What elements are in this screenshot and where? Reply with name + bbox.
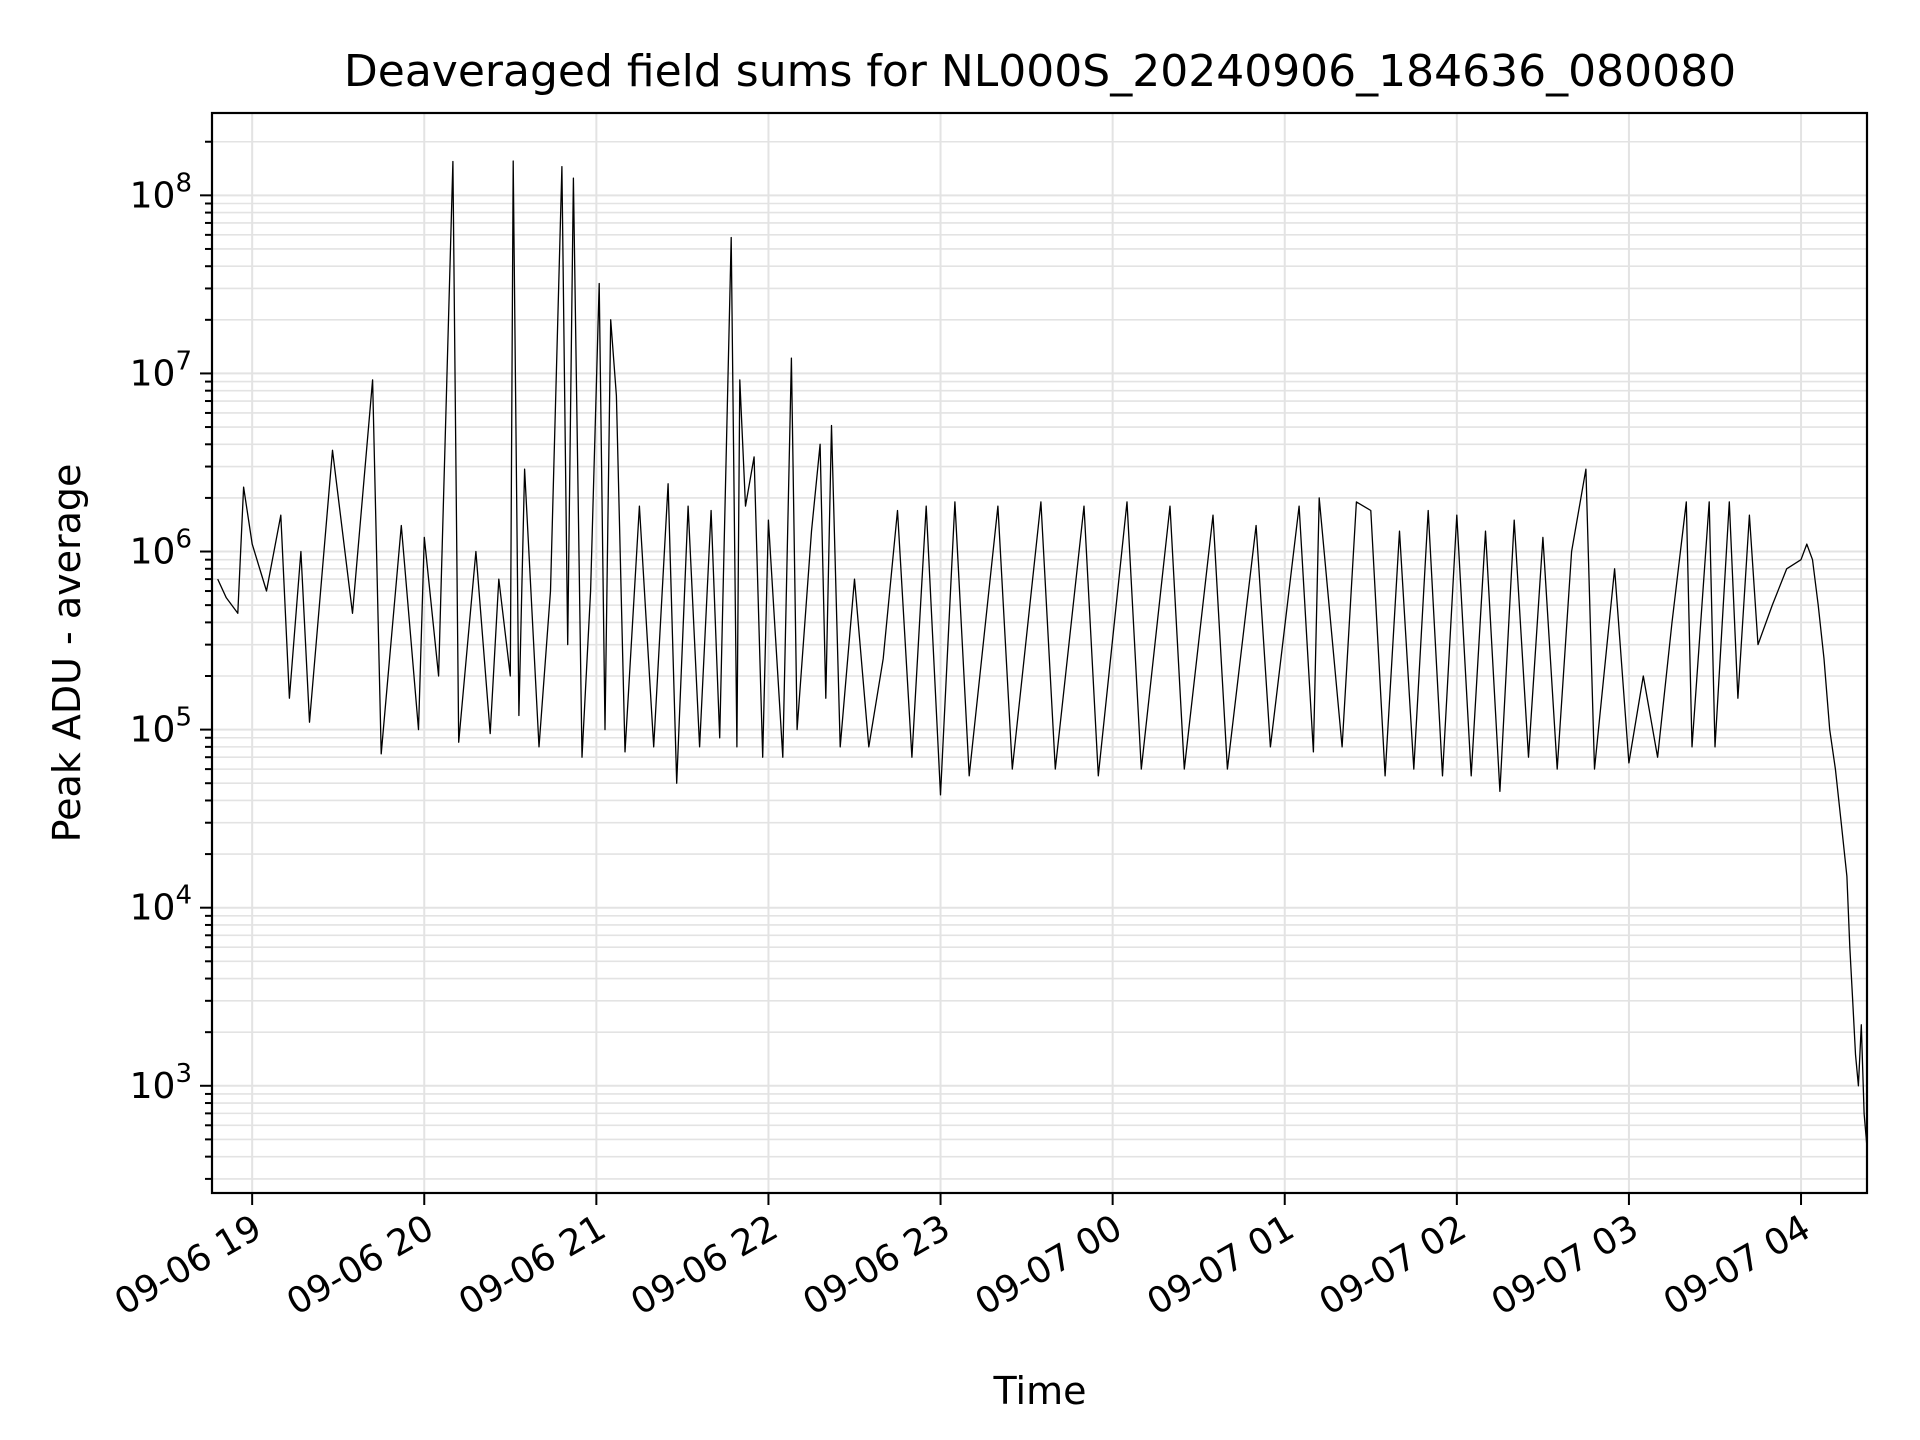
x-tick-label: 09-06 20	[280, 1207, 441, 1323]
y-tick-exponent: 3	[175, 1059, 192, 1089]
x-tick-label: 09-07 00	[968, 1207, 1129, 1323]
x-tick-label: 09-07 01	[1141, 1207, 1302, 1323]
y-tick-label: 107	[130, 346, 192, 394]
y-tick-base: 10	[130, 353, 176, 394]
y-axis-label: Peak ADU - average	[45, 464, 89, 843]
y-tick-exponent: 5	[175, 703, 192, 733]
y-tick-label: 103	[130, 1059, 192, 1107]
minor-grid	[212, 140, 1867, 1180]
plot-frame	[210, 111, 1869, 1195]
y-tick-label: 106	[130, 525, 192, 573]
x-axis: 09-06 19 09-06 20 09-06 21 09-06 22 09-06 23…	[108, 1193, 1818, 1324]
y-tick-exponent: 4	[175, 881, 192, 911]
y-tick-label: 104	[130, 881, 192, 929]
x-tick-label: 09-06 23	[796, 1207, 957, 1323]
y-tick-base: 10	[130, 1066, 176, 1107]
y-tick-base: 10	[130, 888, 176, 929]
x-axis-label: Time	[993, 1369, 1087, 1413]
y-tick-base: 10	[130, 175, 176, 216]
x-tick-label: 09-07 04	[1657, 1207, 1818, 1323]
x-tick-label: 09-06 22	[624, 1207, 785, 1323]
chart-title: Deaveraged field sums for NL000S_2024090…	[344, 46, 1736, 97]
x-tick-label: 09-07 02	[1313, 1207, 1474, 1323]
y-tick-label: 108	[130, 168, 192, 216]
data-series-line	[217, 160, 1868, 1148]
y-tick-exponent: 6	[175, 525, 192, 555]
y-tick-exponent: 7	[175, 346, 192, 376]
major-grid	[212, 113, 1867, 1193]
y-tick-base: 10	[130, 710, 176, 751]
x-tick-label: 09-06 19	[108, 1207, 269, 1323]
y-tick-base: 10	[130, 532, 176, 573]
y-tick-label: 105	[130, 703, 192, 751]
y-tick-exponent: 8	[175, 168, 192, 198]
x-tick-label: 09-06 21	[452, 1207, 613, 1323]
x-tick-label: 09-07 03	[1485, 1207, 1646, 1323]
